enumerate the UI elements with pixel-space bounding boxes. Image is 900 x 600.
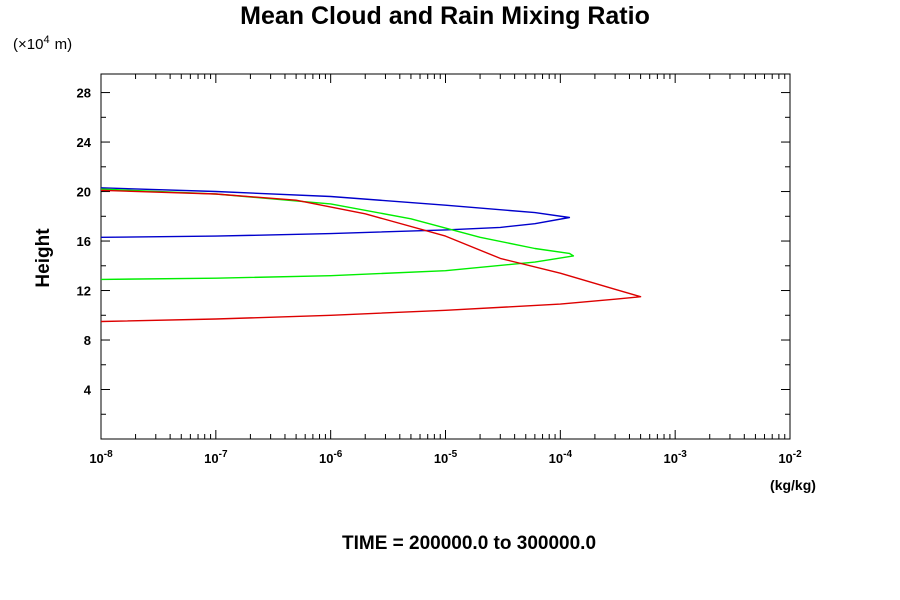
x-tick-label-exponent: -3 [678,449,687,460]
x-tick-label-base: 10 [319,451,333,466]
x-tick-label-exponent: -7 [219,449,228,460]
x-tick-label: 10-2 [778,449,802,466]
x-tick-label-base: 10 [89,451,103,466]
x-tick-label: 10-4 [549,449,573,466]
y-tick-label: 28 [77,86,91,101]
x-tick-label-exponent: -4 [563,449,572,460]
y-axis-label: Height [33,228,54,288]
plot-frame [100,73,791,440]
chart-title: Mean Cloud and Rain Mixing Ratio [240,2,650,30]
x-tick-label-base: 10 [778,451,792,466]
y-multiplier-unit: m) [55,36,73,53]
x-tick-label: 10-8 [89,449,113,466]
x-tick-label-exponent: -5 [448,449,457,460]
series-line-1 [100,187,571,238]
series-lines [100,187,642,323]
y-tick-label: 24 [77,135,92,150]
x-tick-label-exponent: -8 [104,449,113,460]
x-tick-label-base: 10 [663,451,677,466]
x-tick-label-exponent: -6 [333,449,342,460]
x-tick-label: 10-6 [319,449,343,466]
x-tick-label: 10-7 [204,449,228,466]
y-tick-label: 16 [77,234,91,249]
y-multiplier-base: (×10 [13,36,43,53]
time-caption: TIME = 200000.0 to 300000.0 [342,533,596,554]
x-tick-label-base: 10 [434,451,448,466]
x-tick-label: 10-5 [434,449,458,466]
y-tick-label: 12 [77,284,91,299]
y-multiplier-exponent: 4 [43,34,49,46]
y-tick-label: 8 [84,333,91,348]
y-tick-label: 20 [77,185,91,200]
series-line-3 [100,189,642,323]
y-tick-label: 4 [84,383,92,398]
y-axis-tick-labels: 4 8 12 16 20 24 28 [77,86,92,398]
y-multiplier-label: (×104 m) [13,34,72,53]
y-axis-ticks [101,92,790,415]
x-axis-unit: (kg/kg) [770,477,816,493]
x-axis-ticks [100,74,786,439]
x-axis-tick-labels: 10-8 10-7 10-6 10-5 10-4 10-3 10-2 [89,449,802,466]
x-tick-label: 10-3 [663,449,687,466]
x-tick-label-base: 10 [204,451,218,466]
series-line-2 [100,188,575,281]
x-tick-label-exponent: -2 [793,449,802,460]
x-tick-label-base: 10 [549,451,563,466]
